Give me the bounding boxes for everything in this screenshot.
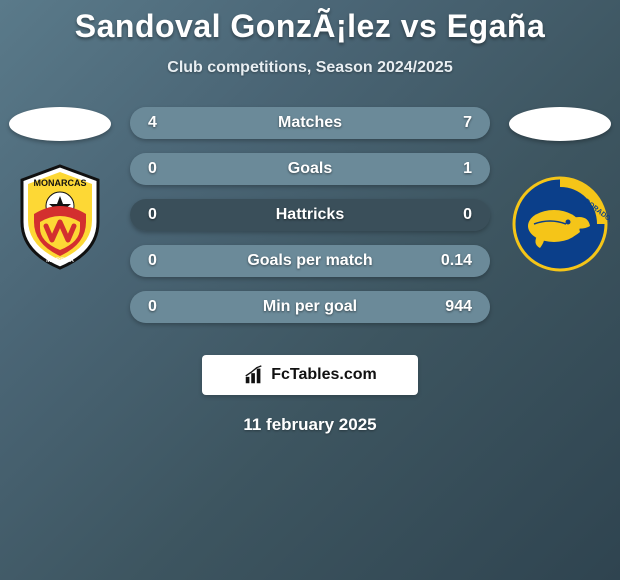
subtitle: Club competitions, Season 2024/2025 [0,59,620,77]
stat-left-value: 0 [148,206,190,224]
svg-text:MORELIA: MORELIA [46,258,74,264]
stat-left-value: 0 [148,252,190,270]
stat-left-value: 0 [148,160,190,178]
left-club-crest: MONARCAS MORELIA [10,161,110,271]
right-club-crest: DORADOS [510,169,610,279]
stat-left-value: 4 [148,114,190,132]
stat-row: 4Matches7 [130,107,490,139]
stat-right-value: 0.14 [430,252,472,270]
left-club-column: MONARCAS MORELIA [0,107,120,271]
content-container: Sandoval GonzÃ¡lez vs Egaña Club competi… [0,0,620,435]
right-club-column: DORADOS [500,107,620,279]
stat-row: 0Goals1 [130,153,490,185]
stat-right-value: 0 [430,206,472,224]
svg-text:MONARCAS: MONARCAS [34,178,87,188]
left-flag-ellipse [9,107,111,141]
brand-text: FcTables.com [271,366,377,384]
main-area: MONARCAS MORELIA DORADOS [0,107,620,337]
stat-row: 0Goals per match0.14 [130,245,490,277]
stat-row: 0Hattricks0 [130,199,490,231]
stat-row: 0Min per goal944 [130,291,490,323]
page-title: Sandoval GonzÃ¡lez vs Egaña [0,8,620,45]
stat-right-value: 944 [430,298,472,316]
stats-container: 4Matches7 0Goals1 0Hattricks0 0Goals per ma… [130,107,490,323]
right-flag-ellipse [509,107,611,141]
dorados-crest-icon: DORADOS [510,174,610,274]
stat-left-value: 0 [148,298,190,316]
stat-right-value: 1 [430,160,472,178]
chart-icon [243,364,265,386]
brand-pill[interactable]: FcTables.com [202,355,418,395]
monarcas-crest-icon: MONARCAS MORELIA [10,160,110,272]
stat-right-value: 7 [430,114,472,132]
date-label: 11 february 2025 [0,415,620,435]
